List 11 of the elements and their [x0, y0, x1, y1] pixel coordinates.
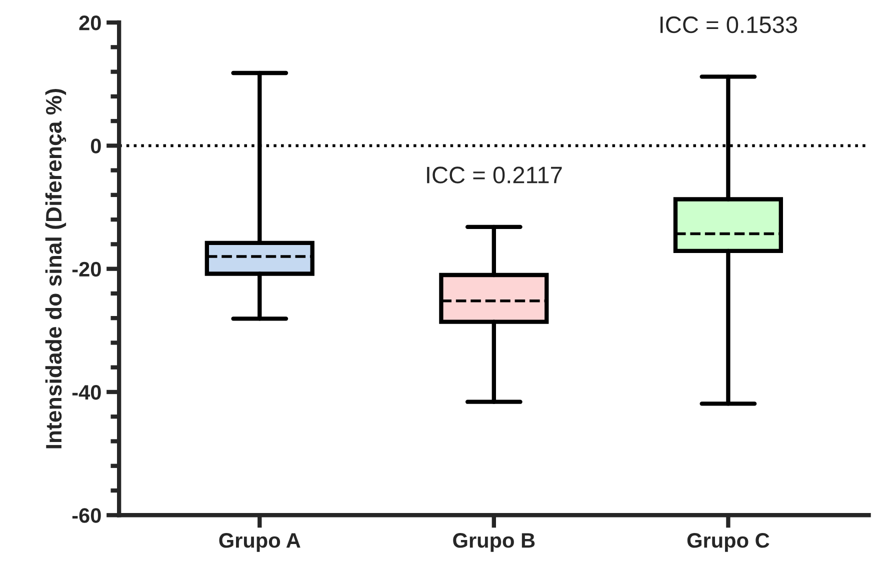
annotation: ICC = 0.1533 [660, 16, 798, 34]
x-tick-label: Grupo C [687, 533, 770, 552]
x-tick-label: Grupo A [219, 533, 300, 552]
y-tick-label: -20 [72, 262, 101, 277]
y-axis-title: Intensidade do sinal (Diferença %) [45, 89, 66, 448]
y-tick-label: -40 [72, 384, 101, 400]
y-tick-label: -60 [72, 508, 101, 523]
y-tick-label: 0 [90, 138, 101, 154]
x-tick-label: Grupo B [453, 533, 535, 552]
y-tick-label: 20 [79, 16, 101, 30]
annotation: ICC = 0.2117 [427, 166, 562, 184]
